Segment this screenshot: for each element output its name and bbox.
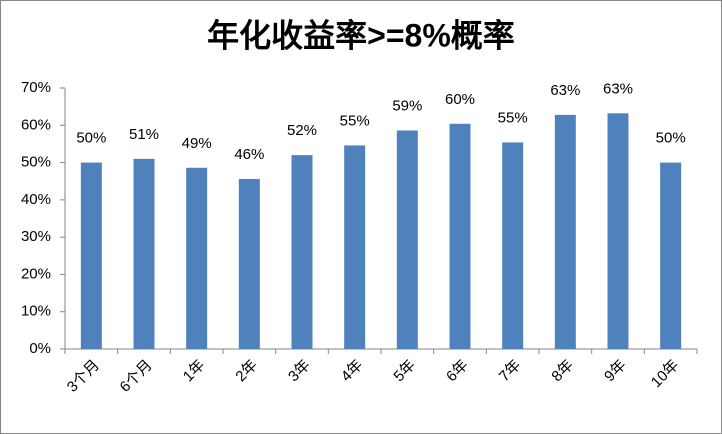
- value-label: 55%: [340, 112, 370, 129]
- y-tick-label: 20%: [21, 265, 51, 282]
- bar: [554, 114, 576, 350]
- value-label: 52%: [287, 122, 317, 139]
- bar: [238, 178, 260, 349]
- y-tick-label: 10%: [21, 303, 51, 320]
- y-tick-label: 0%: [29, 340, 51, 357]
- y-tick-label: 30%: [21, 228, 51, 245]
- bar: [607, 113, 629, 350]
- value-label: 60%: [445, 91, 475, 108]
- bar: [344, 145, 366, 349]
- bar: [396, 130, 418, 349]
- bar: [449, 123, 471, 350]
- y-tick-label: 50%: [21, 154, 51, 171]
- value-label: 63%: [603, 80, 633, 97]
- bar: [660, 162, 682, 349]
- y-tick-label: 70%: [21, 79, 51, 96]
- value-label: 55%: [498, 109, 528, 126]
- y-tick-label: 60%: [21, 116, 51, 133]
- bar: [80, 162, 102, 349]
- value-label: 63%: [550, 82, 580, 99]
- bar: [502, 142, 524, 349]
- value-label: 49%: [182, 135, 212, 152]
- bar: [186, 167, 208, 349]
- value-label: 51%: [129, 126, 159, 143]
- value-label: 46%: [234, 146, 264, 163]
- value-label: 50%: [656, 130, 686, 147]
- y-tick-label: 40%: [21, 191, 51, 208]
- value-label: 50%: [76, 130, 106, 147]
- bar: [133, 158, 155, 349]
- bar: [291, 155, 313, 349]
- chart-title: 年化收益率>=8%概率: [207, 17, 515, 53]
- value-label: 59%: [392, 97, 422, 114]
